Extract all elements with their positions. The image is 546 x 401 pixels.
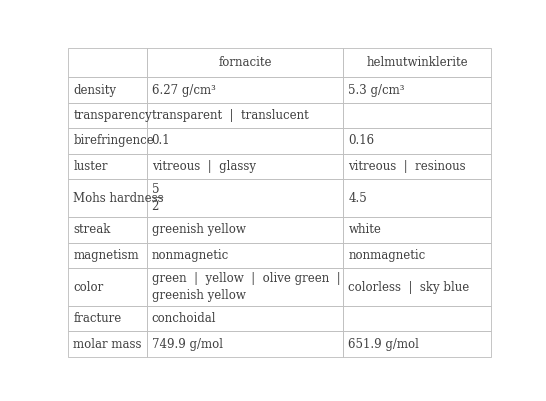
Text: vitreous  |  resinous: vitreous | resinous [348,160,466,173]
Bar [68,268,146,306]
Text: luster: luster [73,160,108,173]
Bar [146,154,343,179]
Bar [146,179,343,217]
Bar [68,179,146,217]
Bar [146,48,343,77]
Text: 2: 2 [152,200,159,213]
Bar [343,48,491,77]
Bar [68,128,146,154]
Text: fornacite: fornacite [218,56,272,69]
Bar [68,48,146,77]
Text: conchoidal: conchoidal [152,312,216,325]
Bar [68,77,146,103]
Bar [146,332,343,357]
Text: 6.27 g/cm³: 6.27 g/cm³ [152,83,216,97]
Bar [68,154,146,179]
Text: 5: 5 [152,183,159,196]
Text: 0.1: 0.1 [152,134,170,148]
Text: nonmagnetic: nonmagnetic [152,249,229,262]
Bar [146,306,343,332]
Text: 0.16: 0.16 [348,134,375,148]
Bar [68,217,146,243]
Text: transparency: transparency [73,109,152,122]
Bar [343,306,491,332]
Bar [146,103,343,128]
Bar [343,154,491,179]
Bar [343,179,491,217]
Text: 4.5: 4.5 [348,192,367,205]
Bar [343,243,491,268]
Text: 651.9 g/mol: 651.9 g/mol [348,338,419,351]
Text: transparent  |  translucent: transparent | translucent [152,109,308,122]
Text: nonmagnetic: nonmagnetic [348,249,426,262]
Bar [146,77,343,103]
Bar [146,128,343,154]
Text: vitreous  |  glassy: vitreous | glassy [152,160,256,173]
Text: 5.3 g/cm³: 5.3 g/cm³ [348,83,405,97]
Text: molar mass: molar mass [73,338,142,351]
Bar [68,332,146,357]
Bar [343,217,491,243]
Bar [146,217,343,243]
Bar [68,306,146,332]
Text: streak: streak [73,223,111,236]
Bar [343,268,491,306]
Text: birefringence: birefringence [73,134,154,148]
Bar [343,77,491,103]
Text: density: density [73,83,116,97]
Bar [343,103,491,128]
Text: magnetism: magnetism [73,249,139,262]
Text: fracture: fracture [73,312,122,325]
Text: greenish yellow: greenish yellow [152,223,246,236]
Text: color: color [73,281,104,294]
Text: colorless  |  sky blue: colorless | sky blue [348,281,470,294]
Bar [146,243,343,268]
Bar [146,268,343,306]
Text: helmutwinklerite: helmutwinklerite [366,56,468,69]
Text: —: — [152,192,163,205]
Text: Mohs hardness: Mohs hardness [73,192,164,205]
Bar [343,332,491,357]
Text: 749.9 g/mol: 749.9 g/mol [152,338,223,351]
Text: green  |  yellow  |  olive green  |
greenish yellow: green | yellow | olive green | greenish … [152,272,340,302]
Bar [343,128,491,154]
Text: white: white [348,223,381,236]
Bar [68,243,146,268]
Bar [68,103,146,128]
